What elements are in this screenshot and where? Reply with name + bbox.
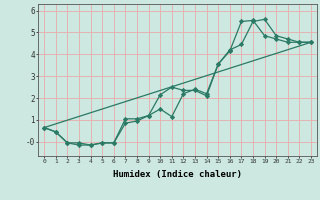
X-axis label: Humidex (Indice chaleur): Humidex (Indice chaleur): [113, 170, 242, 179]
